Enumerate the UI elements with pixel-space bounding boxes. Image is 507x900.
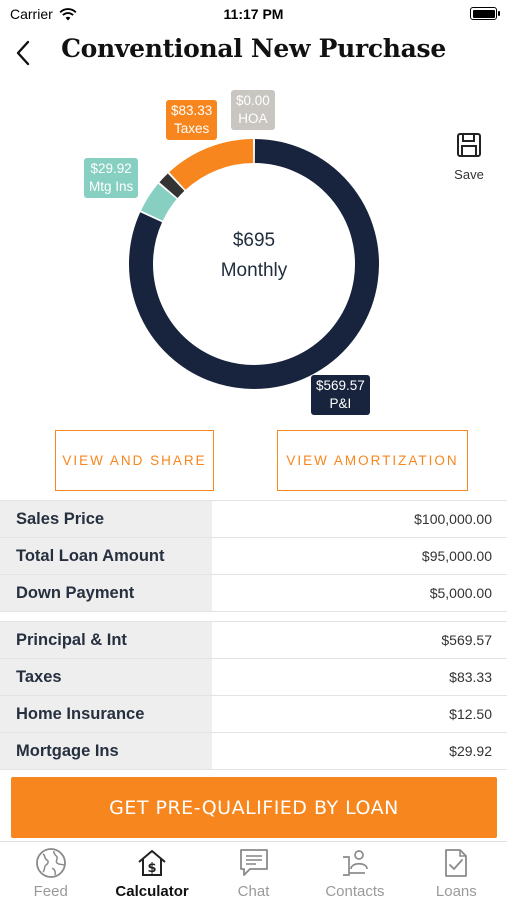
row-value: $12.50 xyxy=(449,706,492,722)
mtg-ins-tag-name: Mtg Ins xyxy=(89,179,134,194)
pi-tag-name: P&I xyxy=(329,396,352,411)
taxes-tag-name: Taxes xyxy=(174,121,210,136)
status-time: 11:17 PM xyxy=(223,6,284,22)
hoa-tag-amount: $0.00 xyxy=(236,93,270,108)
mtg-ins-tag-amount: $29.92 xyxy=(90,161,132,176)
tab-label: Calculator xyxy=(115,883,189,900)
table-row: Down Payment $5,000.00 xyxy=(0,574,507,611)
document-check-icon xyxy=(439,846,473,880)
row-label: Taxes xyxy=(0,659,212,695)
house-dollar-icon: $ xyxy=(135,846,169,880)
payment-chart: $695 Monthly $83.33 Taxes $0.00 HOA $29.… xyxy=(0,80,507,425)
group-divider xyxy=(0,611,507,621)
table-row: Taxes $83.33 xyxy=(0,658,507,695)
row-value: $29.92 xyxy=(449,743,492,759)
row-label: Home Insurance xyxy=(0,696,212,732)
tab-loans[interactable]: Loans xyxy=(406,842,507,900)
status-bar: Carrier 11:17 PM xyxy=(0,0,507,28)
chart-center: $695 Monthly xyxy=(154,230,354,282)
hoa-tag: $0.00 HOA xyxy=(231,90,275,130)
row-label: Mortgage Ins xyxy=(0,733,212,769)
donut-slice-p-i xyxy=(129,139,379,389)
donut-slice-mtg-ins xyxy=(141,183,177,222)
view-amortization-button[interactable]: VIEW AMORTIZATION xyxy=(277,430,468,491)
svg-text:$: $ xyxy=(148,861,157,876)
table-row: Principal & Int $569.57 xyxy=(0,621,507,658)
loan-details-table: Sales Price $100,000.00 Total Loan Amoun… xyxy=(0,500,507,770)
tab-label: Feed xyxy=(33,883,68,900)
floppy-disk-icon xyxy=(457,133,481,157)
tab-contacts[interactable]: Contacts xyxy=(304,842,405,900)
globe-icon xyxy=(34,846,68,880)
save-button[interactable]: Save xyxy=(449,132,489,182)
tab-label: Contacts xyxy=(325,883,385,900)
chat-icon xyxy=(237,846,271,880)
row-value: $5,000.00 xyxy=(429,585,492,601)
page-title: Conventional New Purchase xyxy=(61,34,446,63)
pi-tag-amount: $569.57 xyxy=(316,378,365,393)
monthly-label: Monthly xyxy=(220,260,288,281)
back-button[interactable] xyxy=(10,36,36,70)
taxes-tag-amount: $83.33 xyxy=(171,103,213,118)
donut-chart xyxy=(129,139,379,389)
donut-slice-home-insurance xyxy=(159,173,185,199)
hoa-tag-name: HOA xyxy=(238,111,268,126)
table-row: Mortgage Ins $29.92 xyxy=(0,732,507,769)
tab-label: Loans xyxy=(435,883,477,900)
tab-label: Chat xyxy=(237,883,270,900)
row-label: Total Loan Amount xyxy=(0,538,212,574)
table-row: Home Insurance $12.50 xyxy=(0,695,507,732)
get-pre-qualified-button[interactable]: GET PRE-QUALIFIED BY LOAN xyxy=(11,777,497,838)
tab-feed[interactable]: Feed xyxy=(0,842,101,900)
monthly-total: $695 xyxy=(232,230,276,251)
row-label: Principal & Int xyxy=(0,622,212,658)
tab-bar: Feed $ Calculator Chat xyxy=(0,841,507,900)
row-label: Sales Price xyxy=(0,501,212,537)
battery-icon xyxy=(470,7,500,20)
table-end-divider xyxy=(0,769,507,770)
contacts-icon xyxy=(338,846,372,880)
tab-chat[interactable]: Chat xyxy=(203,842,304,900)
carrier: Carrier xyxy=(10,6,77,22)
carrier-name: Carrier xyxy=(10,6,53,22)
view-and-share-button[interactable]: VIEW AND SHARE xyxy=(55,430,214,491)
wifi-icon xyxy=(59,7,77,20)
tab-calculator[interactable]: $ Calculator xyxy=(101,842,202,900)
row-value: $83.33 xyxy=(449,669,492,685)
table-row: Sales Price $100,000.00 xyxy=(0,500,507,537)
mtg-ins-tag: $29.92 Mtg Ins xyxy=(84,158,139,198)
row-label: Down Payment xyxy=(0,575,212,611)
row-value: $95,000.00 xyxy=(421,548,492,564)
taxes-tag: $83.33 Taxes xyxy=(166,100,218,140)
nav-header: Conventional New Purchase xyxy=(0,28,507,78)
row-value: $100,000.00 xyxy=(414,511,492,527)
donut-slice-taxes xyxy=(169,139,254,191)
row-value: $569.57 xyxy=(441,632,492,648)
table-row: Total Loan Amount $95,000.00 xyxy=(0,537,507,574)
chevron-left-icon xyxy=(16,40,30,66)
pi-tag: $569.57 P&I xyxy=(311,375,370,415)
save-label: Save xyxy=(454,167,484,182)
